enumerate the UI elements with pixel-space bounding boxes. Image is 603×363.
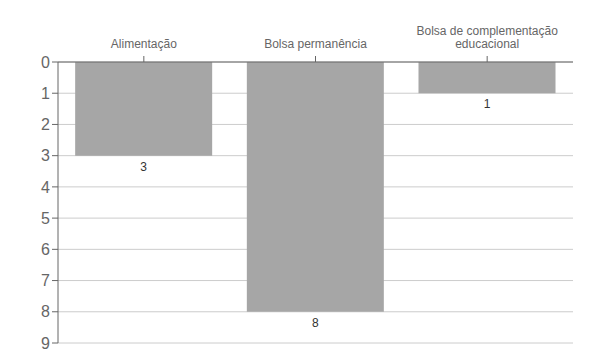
svg-text:3: 3: [41, 147, 50, 164]
svg-text:9: 9: [41, 335, 50, 352]
svg-text:3: 3: [140, 160, 147, 174]
svg-text:5: 5: [41, 210, 50, 227]
svg-text:8: 8: [312, 316, 319, 330]
svg-text:4: 4: [41, 179, 50, 196]
svg-text:7: 7: [41, 272, 50, 289]
svg-text:Alimentação: Alimentação: [111, 37, 177, 51]
svg-text:6: 6: [41, 241, 50, 258]
svg-text:Bolsa permanência: Bolsa permanência: [264, 37, 367, 51]
svg-text:Bolsa de complementaçãoeducaci: Bolsa de complementaçãoeducacional: [416, 24, 558, 51]
svg-text:8: 8: [41, 303, 50, 320]
svg-text:1: 1: [484, 97, 491, 111]
svg-text:2: 2: [41, 116, 50, 133]
svg-text:1: 1: [41, 85, 50, 102]
svg-text:0: 0: [41, 54, 50, 71]
